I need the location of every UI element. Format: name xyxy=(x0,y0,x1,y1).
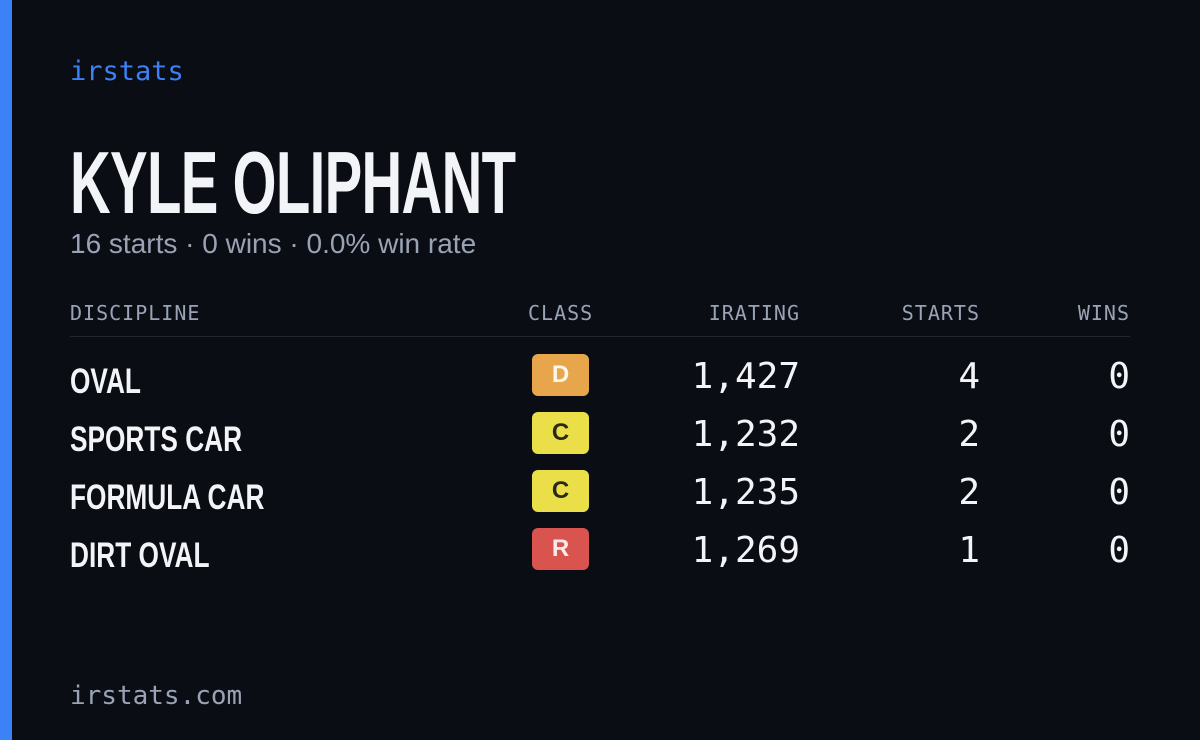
starts: 2 xyxy=(958,472,980,513)
class-badge: D xyxy=(532,354,589,396)
discipline: SPORTS CAR xyxy=(70,420,243,459)
irating: 1,427 xyxy=(691,356,800,397)
starts: 1 xyxy=(958,530,980,571)
brand: irstats xyxy=(70,56,184,87)
irating: 1,269 xyxy=(691,530,800,571)
column-header: IRATING xyxy=(708,301,800,325)
irating: 1,235 xyxy=(691,472,800,513)
class-badge: C xyxy=(532,470,589,512)
class-badge: C xyxy=(532,412,589,454)
table-row: FORMULA CAR C 1,235 2 0 xyxy=(0,470,1200,528)
column-header: DISCIPLINE xyxy=(70,301,201,325)
header-rule xyxy=(70,336,1130,337)
table-row: DIRT OVAL R 1,269 1 0 xyxy=(0,528,1200,586)
footer-url: irstats.com xyxy=(70,681,243,711)
wins: 0 xyxy=(1108,472,1130,513)
title: KYLE OLIPHANT xyxy=(70,133,516,232)
discipline: FORMULA CAR xyxy=(70,478,265,517)
class-badge: R xyxy=(532,528,589,570)
discipline: OVAL xyxy=(70,362,141,401)
wins: 0 xyxy=(1108,356,1130,397)
wins: 0 xyxy=(1108,414,1130,455)
table-row: SPORTS CAR C 1,232 2 0 xyxy=(0,412,1200,470)
column-header: WINS xyxy=(1077,301,1130,325)
starts: 4 xyxy=(958,356,980,397)
starts: 2 xyxy=(958,414,980,455)
column-header: STARTS xyxy=(901,301,980,325)
wins: 0 xyxy=(1108,530,1130,571)
irating: 1,232 xyxy=(691,414,800,455)
subtitle: 16 starts · 0 wins · 0.0% win rate xyxy=(70,228,477,259)
accent-bar xyxy=(0,0,12,740)
column-header: CLASS xyxy=(528,301,594,325)
discipline: DIRT OVAL xyxy=(70,536,210,575)
table-row: OVAL D 1,427 4 0 xyxy=(0,354,1200,412)
